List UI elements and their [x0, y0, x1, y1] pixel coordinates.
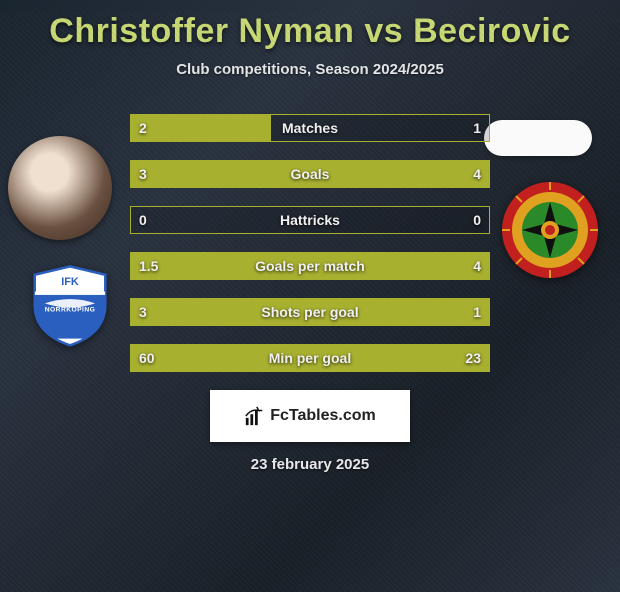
stat-value-right: 0	[473, 207, 481, 233]
stat-row: 31Shots per goal	[130, 298, 490, 326]
club-left-crest-icon: IFK NORRKÖPING	[28, 263, 112, 347]
stat-row: 21Matches	[130, 114, 490, 142]
stat-label: Hattricks	[131, 207, 489, 233]
stat-value-right: 1	[473, 299, 481, 325]
attribution-box: FcTables.com	[210, 390, 410, 442]
page-title: Christoffer Nyman vs Becirovic	[0, 12, 620, 51]
stat-value-right: 4	[473, 161, 481, 187]
stat-value-left: 60	[139, 345, 155, 371]
comparison-content: IFK NORRKÖPING 2	[0, 108, 620, 473]
stat-bar-left	[131, 115, 271, 141]
attribution-text: FcTables.com	[270, 407, 376, 425]
stat-row: 1.54Goals per match	[130, 252, 490, 280]
fctables-logo-icon	[244, 405, 266, 427]
stat-bar-right	[253, 253, 489, 279]
stat-row: 34Goals	[130, 160, 490, 188]
svg-text:NORRKÖPING: NORRKÖPING	[45, 305, 96, 314]
stat-bar-left	[131, 299, 489, 325]
player-left-avatar	[8, 136, 112, 240]
stat-bar-left	[131, 345, 489, 371]
player-right-avatar	[484, 120, 592, 156]
stat-value-right: 4	[473, 253, 481, 279]
stat-value-right: 1	[473, 115, 481, 141]
stat-value-right: 23	[465, 345, 481, 371]
stat-bar-right	[310, 161, 489, 187]
stat-row: 6023Min per goal	[130, 344, 490, 372]
club-right-crest-icon	[500, 180, 600, 280]
stat-value-left: 0	[139, 207, 147, 233]
svg-text:IFK: IFK	[61, 276, 79, 288]
stat-bars: 21Matches34Goals00Hattricks1.54Goals per…	[130, 108, 490, 372]
stat-value-left: 3	[139, 299, 147, 325]
stat-value-left: 2	[139, 115, 147, 141]
stat-value-left: 1.5	[139, 253, 158, 279]
stat-value-left: 3	[139, 161, 147, 187]
date-text: 23 february 2025	[0, 456, 620, 473]
stat-row: 0 0Hattricks	[130, 206, 490, 234]
page-subtitle: Club competitions, Season 2024/2025	[0, 61, 620, 78]
stat-bar-left	[131, 161, 310, 187]
